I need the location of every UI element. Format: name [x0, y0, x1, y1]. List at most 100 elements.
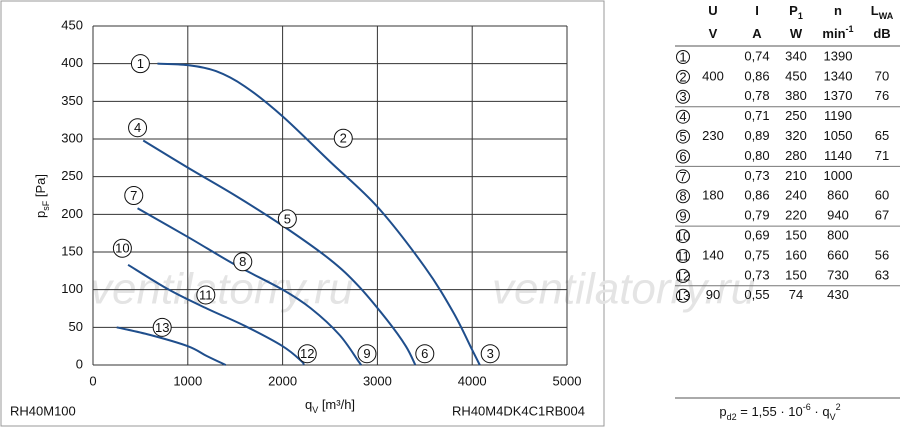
fan-curve	[142, 139, 417, 366]
row-marker-label: 3	[679, 89, 686, 104]
x-tick-label: 3000	[363, 373, 392, 388]
row-marker	[676, 189, 690, 204]
table-unit-part: V	[709, 26, 718, 41]
table-header-part: P	[789, 3, 798, 18]
curve-marker	[333, 128, 353, 148]
table-header-part: I	[755, 3, 759, 18]
table-cell: 60	[875, 188, 889, 203]
row-marker-label: 9	[679, 209, 686, 224]
row-marker	[676, 50, 690, 64]
formula-part: · q	[811, 404, 830, 419]
curve-marker	[124, 186, 144, 205]
table-header: LWA	[871, 3, 894, 21]
table-cell: 150	[785, 267, 807, 282]
table-cell: 0,86	[744, 68, 769, 83]
row-marker	[676, 129, 690, 144]
y-tick-label: 400	[61, 55, 83, 70]
curve-marker-label: 6	[421, 346, 428, 361]
table-cell: 0,71	[744, 108, 769, 123]
table-cell: 1390	[824, 48, 853, 63]
fan-curve	[157, 62, 481, 366]
x-axis-label-part: V	[312, 405, 318, 415]
curve-marker-label: 8	[239, 254, 246, 269]
table-cell: 70	[875, 68, 889, 83]
table-cell: 0,73	[744, 168, 769, 183]
table-cell: 340	[785, 48, 807, 63]
table-cell: 76	[875, 88, 889, 103]
table-cell: 71	[875, 148, 889, 163]
fan-curve	[137, 207, 363, 366]
table-cell: 860	[827, 188, 849, 203]
model-note: RH40M4DK4C1RB004	[452, 403, 585, 418]
table-unit: A	[752, 26, 762, 41]
row-marker	[676, 249, 690, 263]
curve-marker-label: 3	[487, 346, 494, 361]
curve-marker-label: 1	[137, 56, 144, 71]
watermark: ventilatorry.ru	[90, 265, 353, 314]
table-cell: 320	[785, 128, 807, 143]
table-cell: 1190	[824, 108, 852, 123]
table-cell: 0,69	[744, 228, 769, 243]
row-marker	[676, 149, 690, 164]
row-marker	[676, 288, 690, 303]
table-header-part: L	[871, 3, 879, 18]
curve-marker-label: 13	[155, 320, 169, 335]
formula-part: p	[719, 404, 726, 419]
y-axis-label-part: [Pa]	[33, 174, 48, 201]
curve-marker	[128, 118, 148, 138]
table-cell: 210	[785, 168, 807, 183]
table-cell: 430	[827, 287, 849, 302]
curve-marker	[480, 344, 500, 364]
table-cell: 0,73	[744, 267, 769, 282]
y-tick-label: 150	[61, 243, 83, 258]
y-tick-label: 450	[61, 17, 83, 32]
row-marker-label: 13	[676, 288, 690, 303]
row-marker	[676, 209, 690, 224]
curve-marker-label: 9	[363, 346, 370, 361]
x-tick-label: 2000	[268, 373, 297, 388]
table-cell: 150	[785, 228, 807, 243]
table-unit-part: dB	[873, 26, 890, 41]
row-marker-label: 2	[679, 69, 686, 84]
x-tick-label: 4000	[458, 373, 487, 388]
row-marker-label: 8	[679, 189, 686, 204]
row-marker	[676, 229, 690, 244]
table-cell: 140	[702, 247, 724, 262]
fan-curve	[116, 326, 227, 366]
table-cell: 800	[827, 228, 849, 243]
x-axis-label-part: q	[305, 397, 312, 412]
curve-marker	[233, 252, 253, 272]
curve-marker	[112, 238, 132, 258]
row-marker	[676, 89, 690, 104]
row-marker	[676, 69, 690, 84]
curve-marker-label: 2	[340, 131, 347, 146]
table-cell: 450	[785, 68, 807, 83]
row-marker	[676, 268, 690, 283]
row-marker-label: 10	[676, 229, 690, 244]
x-tick-label: 1000	[173, 373, 202, 388]
table-header: I	[755, 3, 759, 18]
formula-part: V	[830, 412, 836, 422]
curve-marker-label: 10	[115, 241, 129, 256]
curve-marker-label: 11	[199, 287, 213, 302]
table-cell: 65	[875, 128, 889, 143]
table-cell: 0,89	[744, 128, 769, 143]
table-cell: 0,79	[744, 208, 769, 223]
x-axis-label-part: [m³/h]	[318, 397, 355, 412]
table-cell: 240	[785, 188, 807, 203]
formula-part: d2	[727, 412, 737, 422]
row-marker-label: 6	[679, 149, 686, 164]
y-tick-label: 250	[61, 168, 83, 183]
row-marker	[676, 169, 690, 184]
table-cell: 940	[827, 208, 849, 223]
table-cell: 280	[785, 148, 807, 163]
table-cell: 400	[702, 68, 724, 83]
table-cell: 74	[789, 287, 803, 302]
table-header-part: U	[708, 3, 717, 18]
curve-marker	[415, 344, 435, 364]
table-header: n	[834, 3, 842, 18]
table-cell: 1370	[824, 88, 853, 103]
curve-marker	[196, 285, 216, 305]
table-cell: 730	[827, 267, 849, 282]
